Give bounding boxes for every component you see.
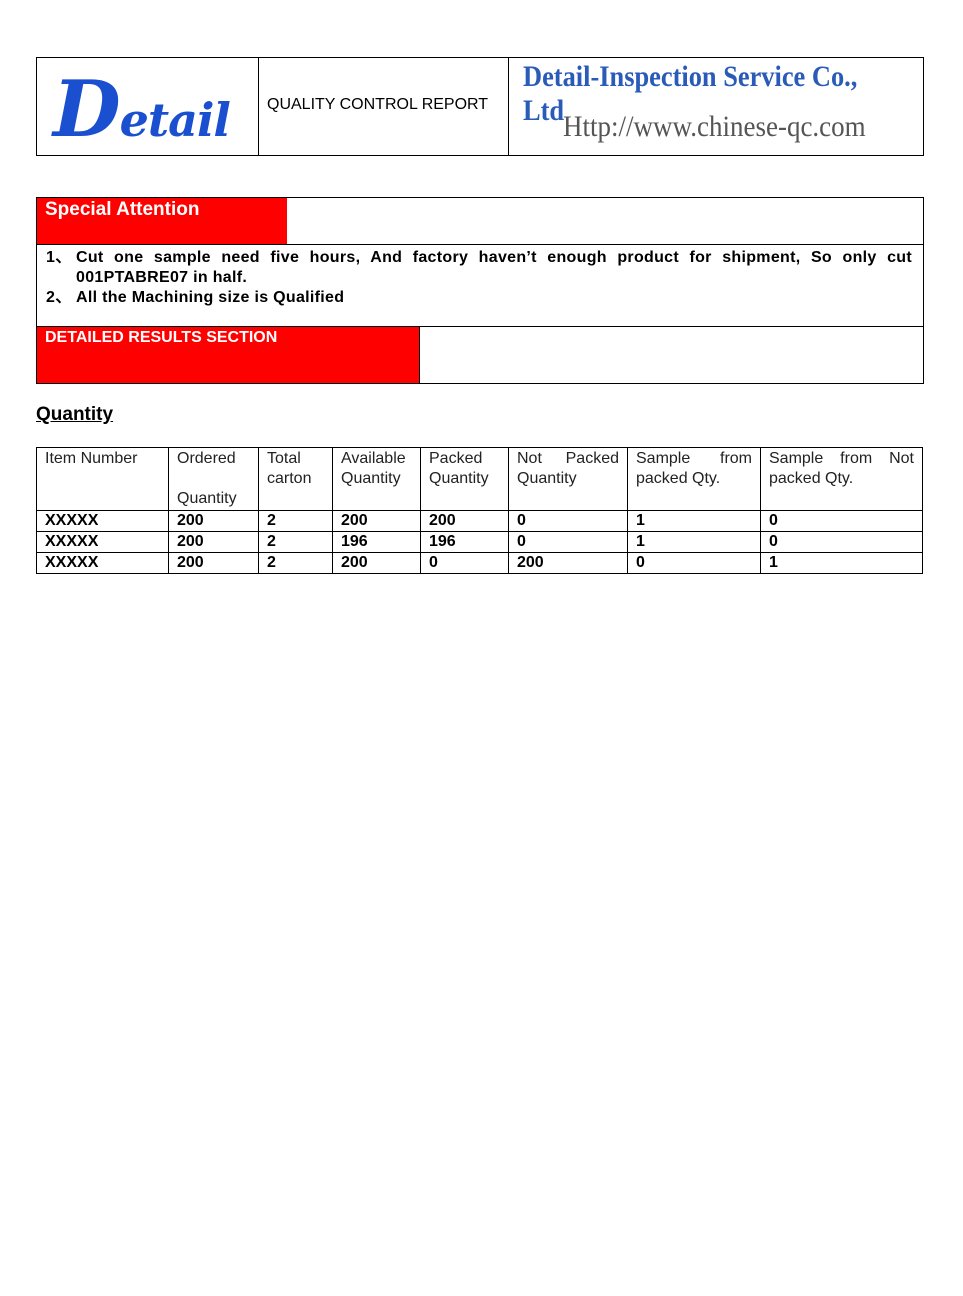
table-cell: 0 [627, 552, 761, 574]
table-header-row: Item Number Ordered Quantity Total carton A… [36, 447, 923, 511]
table-cell: 200 [168, 531, 259, 553]
table-cell: 1 [627, 510, 761, 532]
table-cell: 0 [420, 552, 509, 574]
notes-list: 1、 Cut one sample need five hours, And fa… [46, 248, 912, 308]
note-item: 2、 All the Machining size is Qualified [46, 289, 345, 306]
table-cell: 1 [627, 531, 761, 553]
note-item: 1、 Cut one sample need five hours, And fa… [46, 249, 912, 286]
table-cell: 0 [508, 510, 628, 532]
column-header: Packed Quantity [420, 447, 509, 511]
column-header: Total carton [258, 447, 333, 511]
table-cell: 1 [760, 552, 923, 574]
table-cell: 200 [332, 510, 421, 532]
table-cell: 200 [168, 510, 259, 532]
detailed-results-label: DETAILED RESULTS SECTION [37, 327, 420, 383]
table-cell: 200 [332, 552, 421, 574]
table-cell: 0 [760, 510, 923, 532]
table-cell: 2 [258, 531, 333, 553]
column-header: Not Packed Quantity [508, 447, 628, 511]
company-name: Detail-Inspection Service Co., Ltd [523, 60, 858, 127]
table-cell: 0 [508, 531, 628, 553]
table-cell: XXXXX [36, 531, 169, 553]
table-row: XXXXX 200 2 200 200 0 1 0 [36, 510, 923, 532]
special-attention-section: Special Attention 1、 Cut one sample need … [36, 197, 924, 384]
report-title: QUALITY CONTROL REPORT [267, 96, 489, 113]
report-header: Detail QUALITY CONTROL REPORT Detail-Ins… [36, 57, 924, 156]
column-header: Sample from packed Qty. [627, 447, 761, 511]
table-cell: 2 [258, 552, 333, 574]
column-header: Ordered Quantity [168, 447, 259, 511]
table-cell: XXXXX [36, 510, 169, 532]
table-cell: 196 [420, 531, 509, 553]
table-cell: 200 [508, 552, 628, 574]
divider [258, 58, 259, 155]
table-cell: 200 [420, 510, 509, 532]
quantity-heading: Quantity [36, 404, 114, 425]
special-attention-label: Special Attention [37, 198, 287, 244]
company-url: Http://www.chinese-qc.com [563, 110, 866, 143]
table-cell: 2 [258, 510, 333, 532]
table-row: XXXXX 200 2 196 196 0 1 0 [36, 531, 923, 553]
column-header: Available Quantity [332, 447, 421, 511]
divider [508, 58, 509, 155]
table-cell: XXXXX [36, 552, 169, 574]
table-cell: 196 [332, 531, 421, 553]
table-cell: 0 [760, 531, 923, 553]
quantity-table: Item Number Ordered Quantity Total carton A… [36, 447, 923, 574]
table-row: XXXXX 200 2 200 0 200 0 1 [36, 552, 923, 574]
column-header: Item Number [36, 447, 169, 511]
column-header: Sample from Not packed Qty. [760, 447, 923, 511]
table-cell: 200 [168, 552, 259, 574]
detail-logo: Detail [53, 64, 231, 155]
